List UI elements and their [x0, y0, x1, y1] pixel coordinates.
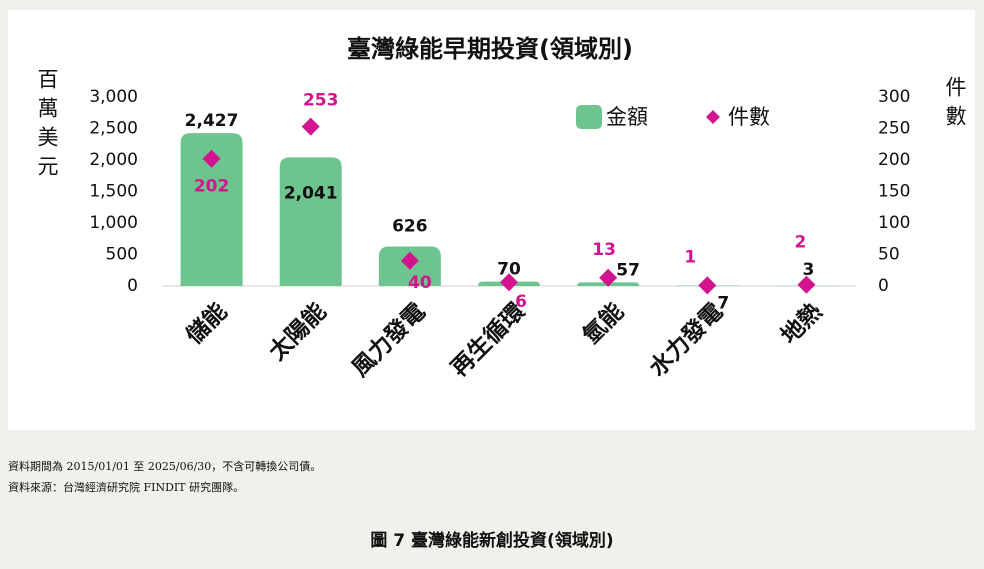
y2-tick-label: 300 — [878, 87, 910, 107]
y-tick-label: 2,000 — [89, 150, 138, 170]
bar-value-label: 2,427 — [185, 111, 239, 131]
count-value-label: 13 — [592, 240, 616, 260]
bar-value-label: 70 — [497, 260, 521, 280]
bar-value-label: 3 — [803, 260, 815, 280]
legend-swatch — [706, 110, 720, 124]
y-tick-label: 1,000 — [89, 213, 138, 233]
x-tick-label: 氫能 — [577, 298, 629, 350]
count-value-label: 6 — [515, 292, 527, 312]
x-tick-label: 太陽能 — [264, 298, 332, 366]
x-tick-label: 再生循環 — [446, 297, 531, 382]
count-value-label: 2 — [795, 233, 807, 253]
bar-value-label: 626 — [392, 217, 428, 237]
note: 資料期間為 2015/01/01 至 2025/06/30，不含可轉換公司債。 — [8, 460, 322, 473]
chart: 臺灣綠能早期投資(領域別) 05001,0001,5002,0002,5003,… — [89, 35, 910, 382]
count-value-label: 253 — [303, 91, 339, 111]
count-marker — [698, 276, 717, 295]
y2-tick-label: 250 — [878, 119, 910, 139]
y-tick-label: 1,500 — [89, 182, 138, 202]
y-tick-label: 2,500 — [89, 119, 138, 139]
count-marker — [202, 149, 221, 168]
count-value-label: 202 — [194, 177, 230, 197]
y2-tick-label: 100 — [878, 213, 910, 233]
bar-value-label: 57 — [616, 260, 640, 280]
count-marker — [599, 268, 618, 287]
count-marker — [400, 251, 419, 270]
bar — [279, 157, 342, 286]
chart-panel — [8, 10, 975, 430]
count-marker — [797, 275, 816, 294]
x-tick-label: 儲能 — [181, 298, 233, 350]
y2-tick-label: 200 — [878, 150, 910, 170]
bar-value-label: 2,041 — [284, 183, 338, 203]
y2-axis-label: 件數 — [943, 76, 967, 134]
count-value-label: 1 — [684, 247, 696, 267]
bar-value-label: 7 — [717, 294, 729, 314]
note: 資料來源：台灣經濟研究院 FINDIT 研究團隊。 — [8, 481, 245, 494]
caption: 圖 7 臺灣綠能新創投資(領域別) — [370, 531, 614, 551]
y-axis-label: 百萬美元 — [35, 68, 59, 184]
count-value-label: 40 — [408, 273, 432, 293]
legend-label: 件數 — [728, 105, 770, 129]
y2-tick-label: 150 — [878, 182, 910, 202]
y-tick-label: 0 — [127, 276, 138, 296]
x-tick-label: 水力發電 — [645, 298, 728, 381]
count-marker — [301, 117, 320, 136]
x-tick-label: 地熱 — [776, 298, 827, 349]
y-tick-label: 3,000 — [89, 87, 138, 107]
chart-title: 臺灣綠能早期投資(領域別) — [347, 35, 633, 63]
legend-swatch — [576, 105, 602, 129]
y-tick-label: 500 — [106, 245, 138, 265]
y2-tick-label: 50 — [878, 245, 900, 265]
x-tick-label: 風力發電 — [347, 298, 430, 381]
y2-tick-label: 0 — [878, 276, 889, 296]
count-marker — [500, 273, 518, 292]
bar — [180, 133, 243, 286]
legend-label: 金額 — [606, 105, 648, 129]
